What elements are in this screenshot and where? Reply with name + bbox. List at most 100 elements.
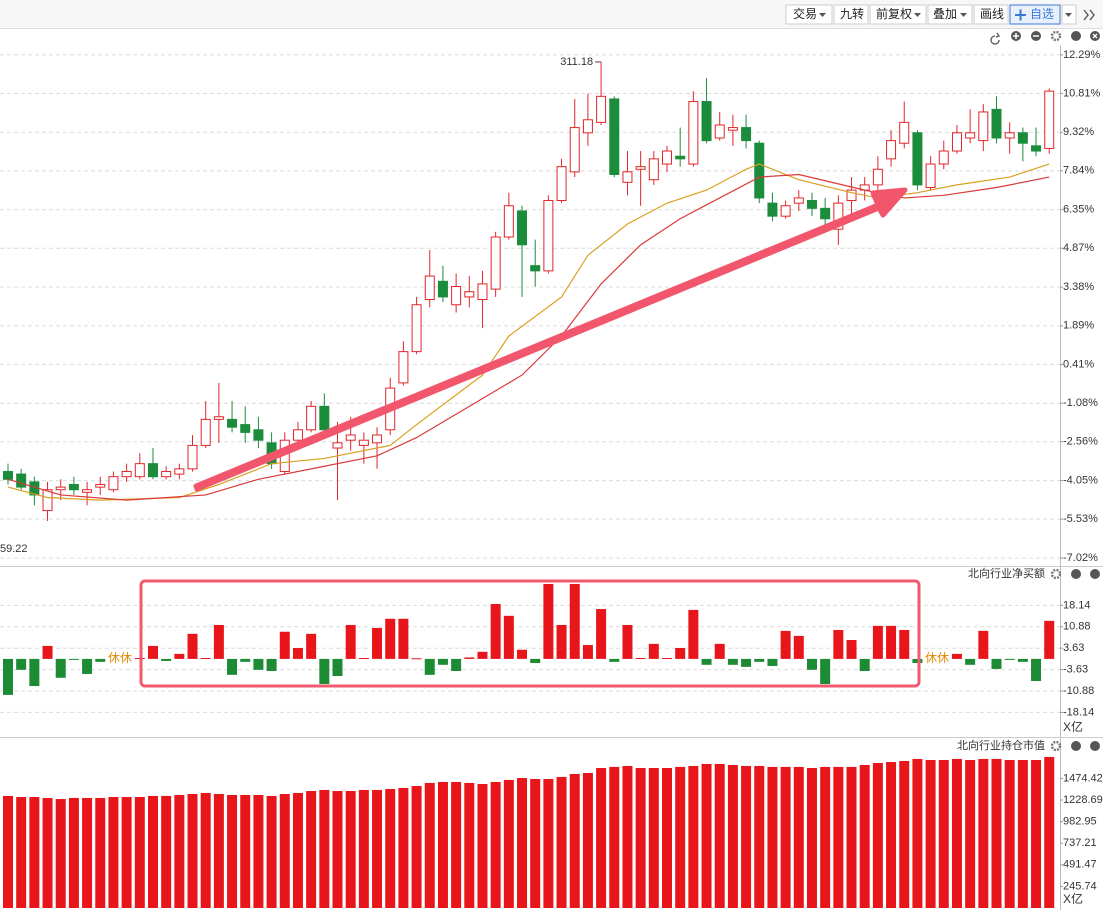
bar bbox=[1031, 759, 1042, 908]
bar bbox=[635, 658, 646, 660]
button-frame[interactable] bbox=[973, 4, 1009, 25]
candle-body bbox=[530, 265, 541, 272]
bar bbox=[806, 658, 817, 670]
y-tick-label: 0.41% bbox=[1063, 358, 1094, 370]
y-tick-label: 3.63 bbox=[1063, 642, 1084, 654]
button-frame[interactable] bbox=[833, 4, 869, 25]
dropdown-icon bbox=[819, 13, 826, 17]
button-frame[interactable] bbox=[785, 4, 833, 25]
bar bbox=[490, 781, 501, 908]
bar bbox=[82, 658, 93, 674]
y-tick-label: 7.84% bbox=[1063, 165, 1094, 177]
y-tick-label: 737.21 bbox=[1063, 837, 1097, 849]
refresh-icon[interactable] bbox=[990, 32, 1001, 45]
bar bbox=[3, 795, 13, 908]
bar bbox=[965, 759, 976, 908]
holiday-label: 休休 bbox=[925, 651, 949, 665]
candle-body bbox=[1044, 90, 1055, 149]
settings-icon[interactable] bbox=[1050, 568, 1062, 580]
button-frame[interactable] bbox=[869, 4, 927, 25]
bar bbox=[662, 767, 672, 908]
candle-body bbox=[556, 166, 567, 202]
help-icon[interactable] bbox=[1071, 31, 1081, 41]
bar bbox=[530, 658, 541, 664]
candle-body bbox=[951, 132, 962, 152]
bar bbox=[292, 792, 303, 908]
settings-icon[interactable] bbox=[1050, 740, 1062, 752]
candle-body bbox=[55, 486, 66, 491]
button[interactable]: 画线 bbox=[980, 7, 1004, 21]
bar bbox=[266, 658, 277, 671]
bar bbox=[609, 766, 620, 908]
candle-body bbox=[1017, 132, 1028, 144]
bar bbox=[332, 791, 343, 908]
bar bbox=[332, 658, 343, 677]
bar bbox=[16, 796, 27, 908]
candle-body bbox=[991, 108, 1002, 139]
candle-body bbox=[227, 418, 238, 428]
candle-body bbox=[846, 189, 857, 202]
settings-icon[interactable] bbox=[1050, 30, 1062, 42]
candle-body bbox=[1004, 132, 1015, 139]
bar bbox=[134, 796, 145, 908]
help-icon[interactable] bbox=[1071, 569, 1081, 579]
y-tick-label: 18.14 bbox=[1063, 599, 1091, 611]
dropdown-icon[interactable] bbox=[1065, 13, 1072, 17]
bar bbox=[1044, 620, 1055, 659]
button-frame[interactable] bbox=[1009, 4, 1061, 25]
candle-body bbox=[108, 476, 119, 491]
button[interactable]: 前复权 bbox=[876, 6, 912, 21]
candle-body bbox=[200, 418, 211, 446]
candle-body bbox=[925, 163, 936, 189]
bar bbox=[569, 773, 580, 908]
candle-body bbox=[1031, 145, 1042, 152]
close-glyph bbox=[1092, 33, 1098, 39]
candle-body bbox=[134, 463, 145, 478]
bar bbox=[411, 786, 422, 908]
bar bbox=[490, 604, 501, 659]
bar bbox=[161, 795, 172, 908]
bar bbox=[806, 767, 817, 908]
bar bbox=[29, 658, 40, 687]
candle-body bbox=[872, 168, 883, 186]
bar bbox=[1044, 757, 1055, 908]
bar bbox=[174, 653, 185, 659]
bar bbox=[42, 645, 53, 659]
y-tick-label: -18.14 bbox=[1063, 706, 1094, 718]
close-icon[interactable] bbox=[1090, 569, 1100, 579]
more-icon[interactable] bbox=[1083, 9, 1095, 21]
bar bbox=[240, 658, 251, 662]
candle-body bbox=[741, 127, 752, 142]
bar bbox=[543, 583, 554, 659]
bar bbox=[688, 609, 699, 659]
candle-body bbox=[701, 101, 712, 142]
y-tick-label: 3.38% bbox=[1063, 281, 1094, 293]
bar bbox=[477, 651, 488, 659]
bar bbox=[147, 645, 158, 659]
bar bbox=[187, 794, 198, 908]
candle-body bbox=[424, 275, 435, 301]
button[interactable]: 自选 bbox=[1030, 7, 1054, 21]
candle-body bbox=[213, 416, 224, 420]
button[interactable]: 叠加 bbox=[933, 7, 957, 21]
bar bbox=[95, 797, 106, 908]
bar bbox=[227, 794, 238, 908]
button[interactable]: 九转 bbox=[840, 6, 864, 21]
bar bbox=[556, 776, 567, 908]
help-icon[interactable] bbox=[1071, 741, 1081, 751]
bar bbox=[464, 657, 475, 659]
bar bbox=[517, 778, 528, 908]
bar bbox=[437, 658, 448, 665]
bar bbox=[793, 766, 804, 908]
bar bbox=[767, 658, 778, 666]
bar bbox=[16, 658, 27, 670]
bar bbox=[358, 658, 369, 660]
candle-body bbox=[938, 150, 949, 165]
button-frame[interactable] bbox=[927, 4, 973, 25]
button[interactable]: 交易 bbox=[793, 6, 817, 21]
bar bbox=[503, 615, 514, 659]
close-icon[interactable] bbox=[1090, 741, 1100, 751]
bar bbox=[754, 658, 765, 662]
bar bbox=[886, 762, 897, 908]
candle-body bbox=[780, 205, 791, 217]
